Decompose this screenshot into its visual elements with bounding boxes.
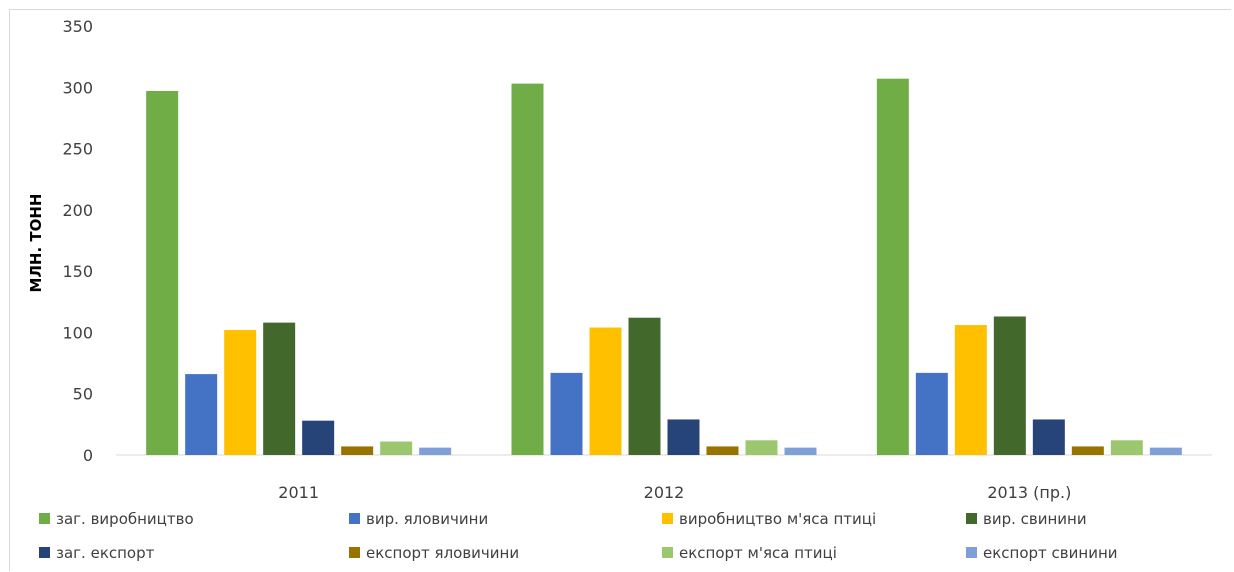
bar xyxy=(1110,440,1143,455)
bar xyxy=(341,446,374,455)
bars xyxy=(146,78,1182,455)
bar xyxy=(876,78,909,455)
legend-label: заг. виробництво xyxy=(56,510,194,528)
bar xyxy=(667,419,700,455)
category-labels: 2011 2012 2013 (пр.) xyxy=(278,483,1071,502)
y-tick-label: 200 xyxy=(62,201,93,220)
y-tick-label: 250 xyxy=(62,140,93,159)
bar xyxy=(993,316,1026,455)
chart-frame xyxy=(9,9,1231,571)
y-tick-label: 300 xyxy=(62,78,93,97)
legend-label: вир. яловичини xyxy=(366,510,488,528)
bar xyxy=(1149,447,1182,455)
legend-swatch xyxy=(966,513,977,524)
bar xyxy=(784,447,817,455)
legend-swatch xyxy=(662,513,673,524)
legend-label: експорт свинини xyxy=(983,544,1118,562)
bar xyxy=(628,317,661,455)
x-category-label: 2013 (пр.) xyxy=(987,483,1071,502)
bar xyxy=(745,440,778,455)
bar xyxy=(706,446,739,455)
bar xyxy=(185,374,218,455)
y-tick-label: 100 xyxy=(62,323,93,342)
bar xyxy=(419,447,452,455)
legend-label: заг. експорт xyxy=(56,544,155,562)
y-axis-ticks: 0 50 100 150 200 250 300 350 xyxy=(62,17,93,465)
legend-label: вир. свинини xyxy=(983,510,1087,528)
bar xyxy=(550,372,583,455)
bar xyxy=(302,420,335,455)
legend-swatch xyxy=(39,513,50,524)
y-tick-label: 150 xyxy=(62,262,93,281)
bar xyxy=(1032,419,1065,455)
legend: заг. виробництво вир. яловичини виробництв… xyxy=(39,510,1118,562)
bar xyxy=(224,329,257,455)
bar xyxy=(589,327,622,455)
x-category-label: 2011 xyxy=(278,483,319,502)
y-axis-label: МЛН. ТОНН xyxy=(27,194,45,293)
bar xyxy=(511,83,544,455)
y-tick-label: 50 xyxy=(73,385,93,404)
legend-swatch xyxy=(39,547,50,558)
y-tick-label: 0 xyxy=(83,446,93,465)
bar xyxy=(146,90,179,455)
legend-label: виробництво м'яса птиці xyxy=(679,510,876,528)
legend-swatch xyxy=(349,513,360,524)
legend-swatch xyxy=(662,547,673,558)
bar xyxy=(915,372,948,455)
y-tick-label: 350 xyxy=(62,17,93,36)
legend-label: експорт м'яса птиці xyxy=(679,544,837,562)
legend-swatch xyxy=(349,547,360,558)
legend-swatch xyxy=(966,547,977,558)
x-category-label: 2012 xyxy=(644,483,685,502)
bar xyxy=(1071,446,1104,455)
legend-label: експорт яловичини xyxy=(366,544,519,562)
bar xyxy=(954,325,987,455)
bar xyxy=(380,441,413,455)
bar xyxy=(263,322,296,455)
